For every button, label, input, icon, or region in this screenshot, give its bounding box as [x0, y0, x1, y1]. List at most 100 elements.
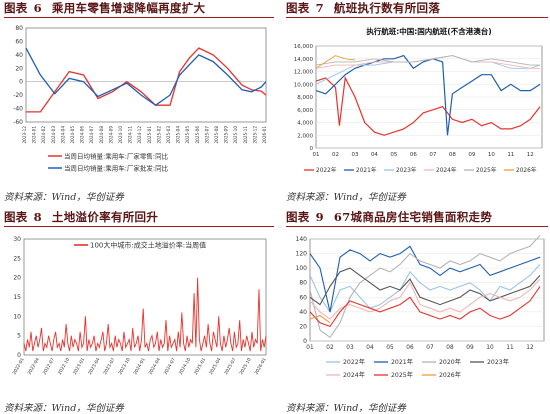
series-line: [309, 267, 541, 306]
y-tick-label: 0: [19, 79, 23, 86]
plot-frame: [25, 27, 267, 123]
x-tick-label: 2024-04: [147, 357, 161, 376]
title-prefix: 图表: [286, 1, 310, 15]
x-tick-label: 2022-10: [57, 357, 71, 376]
title-number: 9: [315, 210, 324, 224]
title-rule: [286, 226, 548, 227]
x-tick-label: 09: [468, 152, 475, 158]
y-tick-label: 15: [13, 294, 21, 301]
x-tick-label: 2025-04: [208, 357, 222, 376]
y-tick-label: 30: [13, 236, 21, 243]
x-tick-label: 2025-04: [176, 126, 181, 144]
x-tick-label: 2023-07: [102, 357, 116, 376]
x-tick-label: 2025-07: [223, 357, 237, 376]
y-tick-label: 120: [296, 251, 308, 258]
x-tick-label: 2024-10: [178, 357, 192, 376]
x-tick-label: 2024-01: [132, 357, 146, 376]
x-tick-label: 2024-08: [99, 126, 104, 144]
y-tick-label: 0: [17, 352, 21, 359]
y-tick-label: 80: [299, 280, 307, 287]
x-tick-label: 2026-01: [262, 126, 267, 144]
title-rule: [4, 226, 274, 227]
legend-label: 2021年: [391, 358, 413, 366]
y-tick-label: 6,000: [297, 108, 313, 114]
x-tick-label: 2024-09: [108, 126, 113, 144]
y-tick-label: 2,000: [297, 133, 313, 139]
legend-label: 2022年: [343, 358, 365, 366]
x-tick-label: 2022-07: [42, 357, 56, 376]
x-tick-label: 2025-12: [252, 126, 257, 144]
y-tick-label: 10: [13, 313, 21, 320]
x-tick-label: 2025-07: [204, 126, 209, 144]
title-prefix: 图表: [4, 1, 28, 15]
source-note: 资料来源：Wind，华创证券: [4, 192, 124, 203]
x-tick-label: 2024-11: [128, 126, 133, 144]
x-tick-label: 07: [426, 345, 434, 351]
y-tick-label: 16,000: [294, 44, 314, 50]
y-tick-label: 20: [15, 65, 23, 72]
title-text: 乘用车零售增速降幅再度扩大: [51, 1, 206, 15]
title-text: 67城商品房住宅销售面积走势: [333, 210, 493, 224]
source-note: 资料来源：Wind，华创证券: [286, 192, 406, 203]
x-tick-label: 2023-01: [72, 357, 86, 376]
x-tick-label: 11: [506, 345, 514, 351]
y-tick-label: 40: [299, 309, 307, 316]
panel-7: 图表 7 航班执行数有所回落 执行航班:中国:国内航班(不含港澳台) 16,000 14…: [286, 0, 548, 205]
legend-label: 当周日均销量:乘用车:厂家批发:同比: [64, 164, 169, 173]
x-tick-label: 01: [313, 152, 320, 158]
x-tick-label: 2024-05: [70, 126, 75, 144]
y-tick-label: 0: [303, 338, 307, 345]
panel-title: 图表 7 航班执行数有所回落: [286, 0, 440, 16]
x-tick-label: 2025-10: [233, 126, 238, 144]
legend-label: 100大中城市:成交土地溢价率:当周值: [90, 241, 206, 250]
y-tick-label: 14,000: [294, 57, 314, 63]
plot-frame: [23, 238, 267, 356]
y-tick-label: 12,000: [294, 70, 314, 76]
legend-label: 当周日均销量:乘用车:厂家零售:同比: [64, 152, 169, 161]
legend-label: 2026年: [516, 166, 537, 174]
legend-label: 2023年: [396, 166, 417, 174]
x-tick-label: 2025-02: [156, 126, 161, 144]
series-line: [315, 75, 541, 136]
x-tick-label: 2024-02: [41, 126, 46, 144]
series-line: [309, 264, 541, 314]
x-tick-label: 2024-01: [32, 126, 37, 144]
x-tick-label: 06: [406, 345, 414, 351]
panel-title: 图表 9 67城商品房住宅销售面积走势: [286, 209, 492, 225]
chart-p7: 执行航班:中国:国内航班(不含港澳台) 16,000 14,000 12,000 10,…: [294, 26, 543, 174]
y-tick-label: -40: [13, 106, 23, 113]
x-tick-label: 2025-06: [195, 126, 200, 144]
x-tick-label: 04: [371, 152, 378, 158]
y-tick-label: -20: [13, 92, 23, 99]
series-line: [309, 245, 541, 313]
panel-9: 图表 9 67城商品房住宅销售面积走势 140 120 100 80 60 40 20 0 01 02…: [286, 209, 548, 414]
x-tick-label: 11: [507, 152, 514, 158]
x-tick-label: 2025-10: [238, 357, 252, 376]
x-tick-label: 05: [390, 152, 397, 158]
series-line: [309, 235, 541, 339]
series-line: [26, 47, 267, 113]
x-tick-label: 10: [488, 152, 495, 158]
legend-label: 2024年: [436, 166, 457, 174]
y-tick-label: 100: [296, 265, 308, 272]
x-tick-label: 02: [326, 345, 334, 351]
x-tick-label: 04: [366, 345, 374, 351]
title-number: 6: [33, 1, 42, 15]
legend-label: 2025年: [476, 166, 497, 174]
x-tick-label: 12: [527, 152, 534, 158]
title-prefix: 图表: [286, 210, 310, 224]
panel-title: 图表 8 土地溢价率有所回升: [4, 209, 158, 225]
y-tick-label: 20: [299, 323, 307, 330]
x-tick-label: 2024-12: [137, 126, 142, 144]
x-tick-label: 09: [466, 345, 474, 351]
legend-label: 2022年: [316, 166, 337, 174]
title-text: 航班执行数有所回落: [333, 1, 441, 15]
y-tick-label: 0: [310, 146, 314, 152]
x-tick-label: 07: [429, 152, 436, 158]
x-tick-label: 01: [306, 345, 314, 351]
title-number: 7: [315, 1, 324, 15]
legend-label: 2023年: [487, 358, 509, 366]
y-tick-label: 4,000: [297, 121, 313, 127]
y-tick-label: 25: [13, 255, 21, 262]
